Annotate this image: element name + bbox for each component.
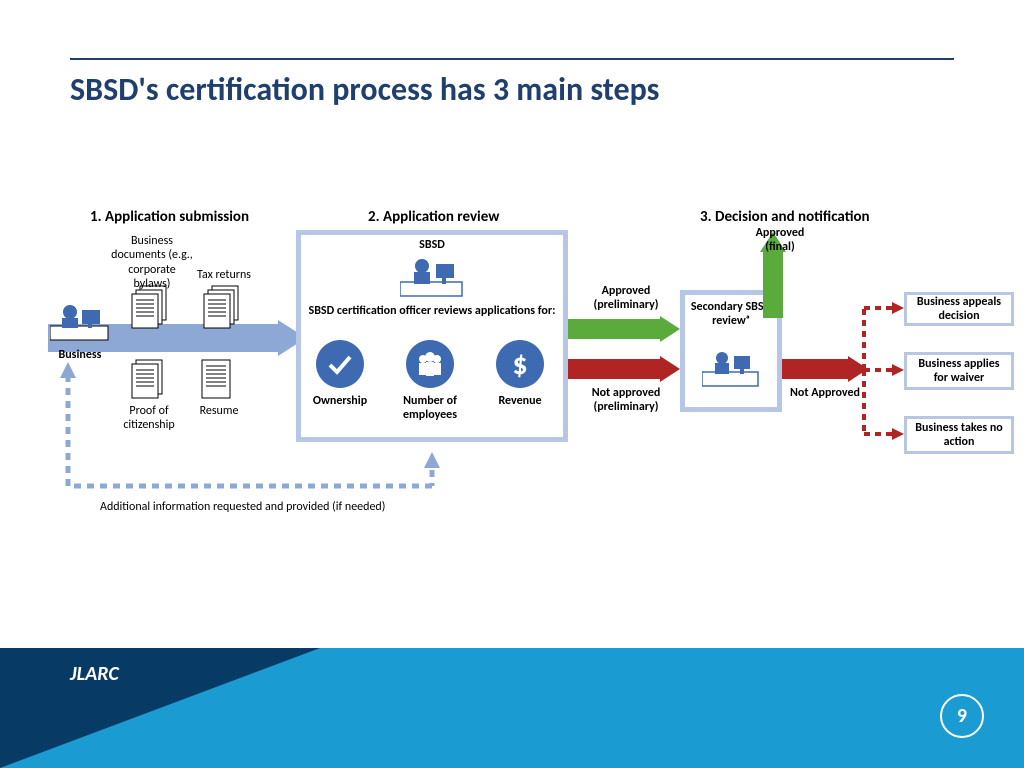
step2-heading: 2. Application review xyxy=(368,208,499,226)
approved-final-label: Approved (final) xyxy=(742,226,818,255)
outcome-waiver: Business applies for waiver xyxy=(904,352,1014,390)
sbsd-label: SBSD xyxy=(296,238,568,252)
secondary-desk-icon xyxy=(702,348,760,388)
feedback-loop xyxy=(56,360,446,490)
tax-icon xyxy=(200,284,244,334)
notapproved-label: Not Approved xyxy=(790,386,860,400)
revenue-icon: $ xyxy=(496,340,544,388)
review-caption: SBSD certification officer reviews appli… xyxy=(306,304,558,318)
page-number: 9 xyxy=(940,694,984,738)
outcome-branch xyxy=(858,298,904,448)
business-person-icon xyxy=(50,300,110,344)
approved-prelim-arrow xyxy=(568,316,680,342)
notapproved-arrow xyxy=(782,356,868,382)
slide-title: SBSD's certification process has 3 main … xyxy=(70,70,659,109)
bizdocs-label: Business documents (e.g., corporate byla… xyxy=(110,234,194,292)
notapproved-prelim-label: Not approved (preliminary) xyxy=(584,386,668,415)
notapproved-prelim-arrow xyxy=(568,356,680,382)
feedback-label: Additional information requested and pro… xyxy=(100,500,385,514)
outcome-noaction: Business takes no action xyxy=(904,416,1014,454)
revenue-label: Revenue xyxy=(488,394,552,408)
step1-heading: 1. Application submission xyxy=(90,208,249,226)
approved-prelim-label: Approved (preliminary) xyxy=(584,284,668,313)
footer-logo: JLARC xyxy=(70,662,119,686)
step3-heading: 3. Decision and notification xyxy=(700,208,870,226)
tax-label: Tax returns xyxy=(192,268,256,282)
sbsd-desk-icon xyxy=(400,256,464,298)
outcome-appeal: Business appeals decision xyxy=(904,292,1014,326)
title-rule xyxy=(70,58,954,60)
